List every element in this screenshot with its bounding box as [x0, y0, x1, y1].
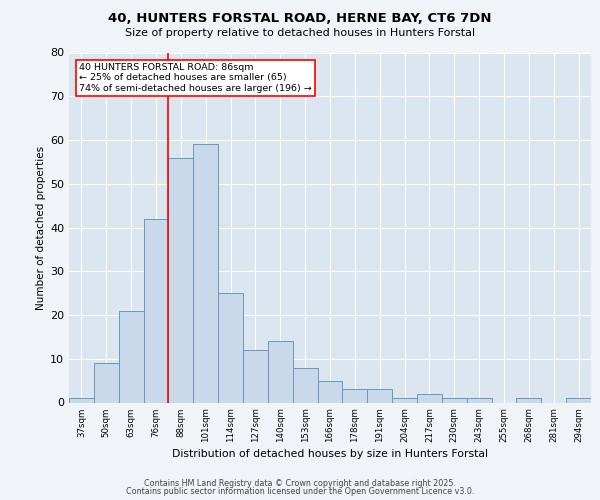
Bar: [193, 144, 218, 402]
Bar: [417, 394, 442, 402]
Bar: [69, 398, 94, 402]
Text: 40, HUNTERS FORSTAL ROAD, HERNE BAY, CT6 7DN: 40, HUNTERS FORSTAL ROAD, HERNE BAY, CT6…: [108, 12, 492, 26]
Text: Size of property relative to detached houses in Hunters Forstal: Size of property relative to detached ho…: [125, 28, 475, 38]
Bar: [119, 310, 143, 402]
Bar: [94, 363, 119, 403]
Bar: [268, 341, 293, 402]
Bar: [467, 398, 491, 402]
Bar: [317, 380, 343, 402]
Bar: [243, 350, 268, 403]
Text: 40 HUNTERS FORSTAL ROAD: 86sqm
← 25% of detached houses are smaller (65)
74% of : 40 HUNTERS FORSTAL ROAD: 86sqm ← 25% of …: [79, 63, 312, 93]
Bar: [442, 398, 467, 402]
Text: Contains HM Land Registry data © Crown copyright and database right 2025.: Contains HM Land Registry data © Crown c…: [144, 478, 456, 488]
Bar: [343, 390, 367, 402]
Bar: [392, 398, 417, 402]
Bar: [218, 293, 243, 403]
Bar: [169, 158, 193, 402]
Bar: [566, 398, 591, 402]
Y-axis label: Number of detached properties: Number of detached properties: [36, 146, 46, 310]
Bar: [367, 390, 392, 402]
Bar: [143, 219, 169, 402]
Bar: [517, 398, 541, 402]
Text: Contains public sector information licensed under the Open Government Licence v3: Contains public sector information licen…: [126, 487, 474, 496]
Bar: [293, 368, 317, 402]
X-axis label: Distribution of detached houses by size in Hunters Forstal: Distribution of detached houses by size …: [172, 449, 488, 459]
